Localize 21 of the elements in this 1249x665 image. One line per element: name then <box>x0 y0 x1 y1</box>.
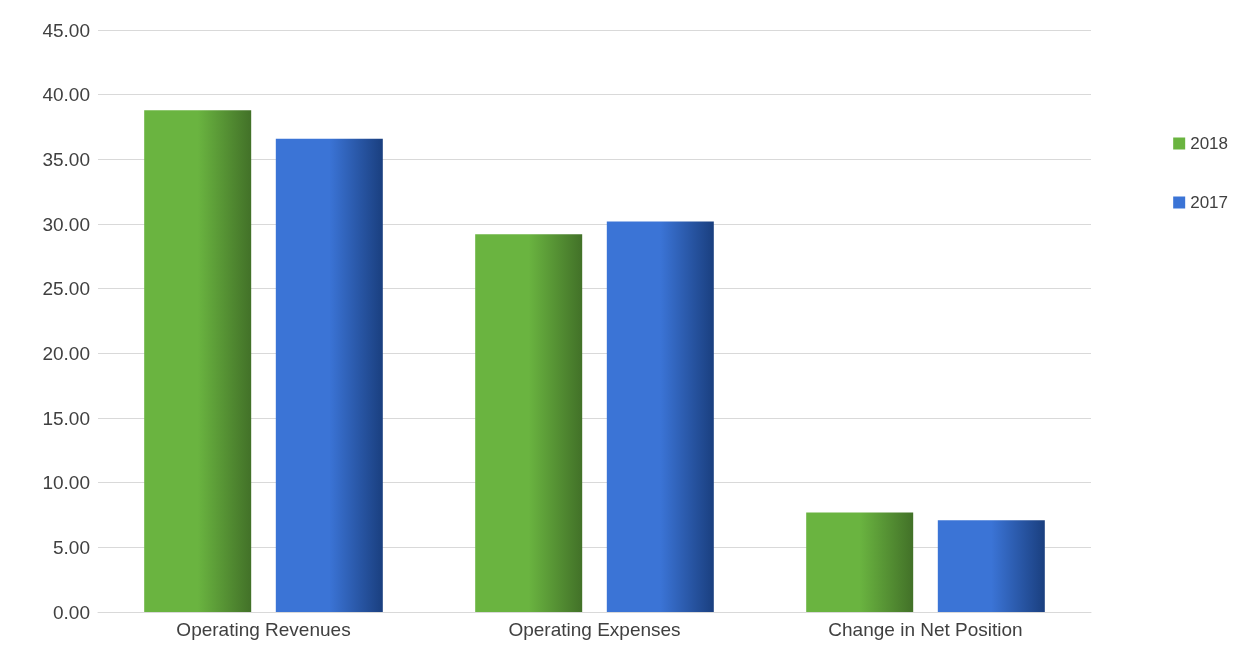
y-tick-label: 10.00 <box>42 472 90 494</box>
bar <box>275 138 383 612</box>
y-tick-label: 45.00 <box>42 19 90 41</box>
x-tick-label: Change in Net Position <box>828 619 1023 640</box>
bar <box>937 520 1045 612</box>
bar <box>606 221 714 612</box>
bar <box>144 110 252 612</box>
legend-label: 2018 <box>1190 134 1229 153</box>
y-tick-label: 30.00 <box>42 213 90 235</box>
y-tick-label: 40.00 <box>42 84 90 106</box>
x-tick-label: Operating Expenses <box>508 619 681 640</box>
y-tick-label: 5.00 <box>53 536 90 558</box>
y-tick-label: 35.00 <box>42 148 90 170</box>
y-tick-label: 25.00 <box>42 278 90 300</box>
y-tick-label: 20.00 <box>42 342 90 364</box>
bar <box>475 234 583 612</box>
legend-label: 2017 <box>1190 193 1229 212</box>
x-tick-label: Operating Revenues <box>176 619 351 640</box>
y-tick-label: 15.00 <box>42 407 90 429</box>
y-tick-label: 0.00 <box>53 601 90 623</box>
bar <box>806 512 914 612</box>
